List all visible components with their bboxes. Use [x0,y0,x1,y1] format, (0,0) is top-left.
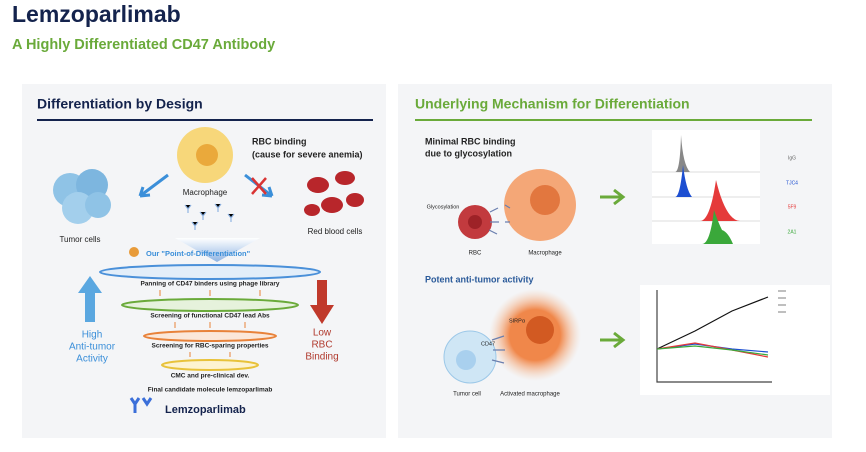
label: Activity [76,354,108,365]
label: Macrophage [183,188,228,197]
label: Tumor cells [59,235,100,244]
subtitle: A Highly Differentiated CD47 Antibody [12,37,275,53]
label: Potent anti-tumor activity [425,274,534,284]
icon [129,247,139,257]
glycans [488,204,511,235]
label: due to glycosylation [425,148,512,158]
funnel-ring [99,264,321,280]
funnel-step: Screening for RBC-sparing properties [151,343,268,350]
molecule: Lemzoparlimab [165,404,246,416]
cross [251,177,267,195]
hist-label: 5F9 [788,204,797,210]
nucleus [530,185,560,215]
antibody-icon [129,397,153,413]
label: Macrophage [528,251,562,257]
hist-label: 2A1 [788,229,797,235]
arrow [138,173,169,198]
label: Activated macrophage [500,392,560,398]
arrow [600,188,626,206]
funnel-tip [175,238,260,262]
rbc-center [468,215,482,229]
label: RBC [311,340,332,351]
funnel-ring [121,298,299,312]
funnel-step: Panning of CD47 binders using phage libr… [140,281,279,288]
hist-label: IgG [788,155,796,161]
hist-label: TJC4 [786,180,798,186]
red-blood-cells [304,171,364,216]
funnel-step: Screening of functional CD47 lead Abs [150,313,270,320]
label: Glycosylation [427,204,460,210]
funnel-step: CMC and pre-clinical dev. [171,373,250,380]
binding [491,335,505,364]
label: Red blood cells [308,227,363,236]
label: CD47 [481,341,495,347]
funnel-step: Final candidate molecule lemzoparlimab [148,387,273,394]
up-arrow [78,276,102,322]
histogram [652,130,760,244]
label: SIRPα [509,318,526,324]
label: RBC binding [252,136,307,146]
label: (cause for severe anemia) [252,149,363,159]
title: Lemzoparlimab [12,1,181,27]
arrow [600,331,626,349]
down-arrow [310,280,334,324]
label: Our "Point-of-Differentiation" [146,249,251,258]
label: High [82,330,103,341]
right-heading: Underlying Mechanism for Differentiation [415,96,690,112]
funnel-ring [143,330,277,342]
label: Minimal RBC binding [425,136,516,146]
nucleus [196,144,218,166]
tumor-cells [53,169,111,224]
funnel-arrows [159,290,261,357]
label: Low [313,328,332,339]
funnel-ring [161,359,259,371]
label: Tumor cell [453,392,481,398]
antibodies [184,203,235,230]
label: Anti-tumor [69,342,116,353]
efficacy-graphic [640,285,830,395]
label: Binding [305,352,338,363]
nucleus [456,350,476,370]
nucleus [526,316,554,344]
label: RBC [469,251,482,257]
left-heading: Differentiation by Design [37,96,203,112]
